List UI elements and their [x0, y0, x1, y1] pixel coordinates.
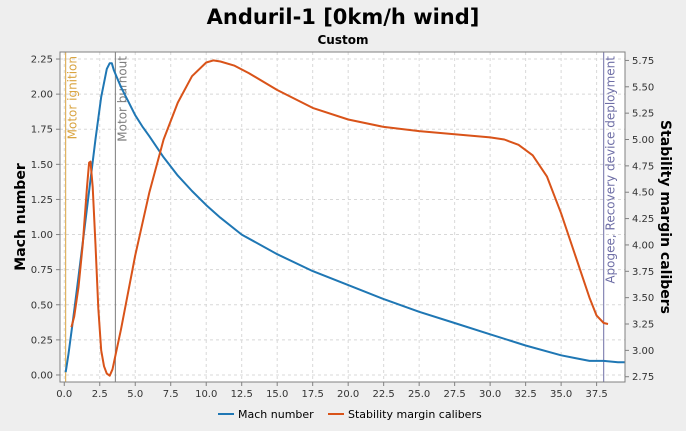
y-tick-label-left: 1.00 [31, 230, 53, 241]
y-tick-label-right: 3.75 [632, 267, 654, 278]
chart-title: Anduril-1 [0km/h wind] [207, 5, 480, 29]
x-tick-label: 0.0 [56, 389, 72, 400]
y-tick-label-right: 5.50 [632, 82, 654, 93]
y-tick-label-left: 1.75 [31, 125, 53, 136]
y-tick-label-right: 5.00 [632, 135, 654, 146]
annotation-label: Motor burnout [115, 56, 129, 142]
y-tick-label-right: 4.25 [632, 214, 654, 225]
y-tick-label-left: 1.25 [31, 195, 53, 206]
annotation-label: Apogee, Recovery device deployment [604, 56, 618, 284]
x-tick-label: 7.5 [163, 389, 179, 400]
x-tick-label: 27.5 [444, 389, 466, 400]
x-tick-label: 17.5 [302, 389, 324, 400]
annotation-layer: Motor ignition Motor burnout Apogee, Recov… [65, 52, 618, 382]
y-tick-label-right: 5.25 [632, 109, 654, 120]
y-tick-label-right: 3.50 [632, 293, 654, 304]
y-tick-label-left: 1.50 [31, 160, 53, 171]
x-tick-label: 32.5 [514, 389, 536, 400]
y-tick-label-right: 3.00 [632, 346, 654, 357]
plot-area [60, 52, 625, 382]
axis-layer: 0.0 2.5 5.0 7.5 10.0 12.5 15.0 17.5 20.0 22.5 25.0… [31, 55, 655, 400]
annotation-label: Motor ignition [66, 56, 80, 139]
y-tick-label-left: 2.25 [31, 55, 53, 66]
y-tick-label-right: 4.00 [632, 240, 654, 251]
y-axis-label-left: Mach number [13, 163, 29, 271]
chart-subtitle: Custom [318, 33, 369, 47]
y-tick-label-left: 2.00 [31, 90, 53, 101]
series-line-stability-margin [70, 59, 609, 377]
y-tick-label-left: 0.25 [31, 335, 53, 346]
y-tick-label-right: 4.75 [632, 161, 654, 172]
y-tick-label-right: 5.75 [632, 56, 654, 67]
x-tick-label: 20.0 [337, 389, 359, 400]
legend-label: Mach number [238, 408, 314, 421]
x-tick-label: 12.5 [231, 389, 253, 400]
y-tick-label-right: 3.25 [632, 320, 654, 331]
series-layer [64, 59, 625, 377]
y-tick-label-right: 2.75 [632, 372, 654, 383]
y-tick-label-left: 0.00 [31, 370, 53, 381]
x-tick-label: 30.0 [479, 389, 501, 400]
x-tick-label: 10.0 [195, 389, 217, 400]
x-tick-label: 2.5 [92, 389, 108, 400]
series-line-mach-number [64, 62, 625, 373]
x-tick-label: 22.5 [373, 389, 395, 400]
x-tick-label: 5.0 [127, 389, 143, 400]
x-tick-label: 25.0 [408, 389, 430, 400]
legend: Mach number Stability margin calibers [218, 408, 482, 421]
y-tick-label-left: 0.50 [31, 300, 53, 311]
x-tick-label: 15.0 [266, 389, 288, 400]
y-tick-label-right: 4.50 [632, 188, 654, 199]
y-axis-label-right: Stability margin calibers [657, 120, 673, 314]
x-tick-label: 37.5 [585, 389, 607, 400]
plot-frame [59, 51, 626, 383]
legend-label: Stability margin calibers [348, 408, 482, 421]
x-tick-label: 35.0 [550, 389, 572, 400]
y-tick-label-left: 0.75 [31, 265, 53, 276]
